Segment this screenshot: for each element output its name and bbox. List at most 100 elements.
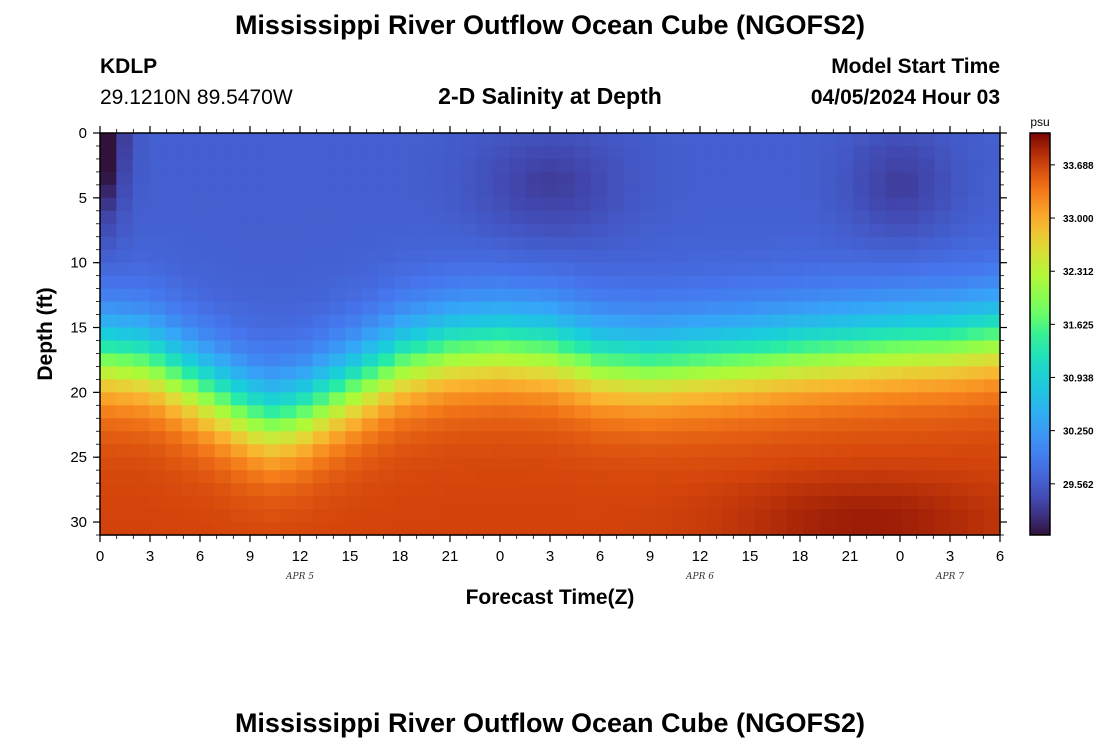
heatmap-cell xyxy=(443,509,461,523)
heatmap-cell xyxy=(443,288,461,303)
heatmap-cell xyxy=(754,197,772,212)
heatmap-cell xyxy=(901,392,919,406)
heatmap-cell xyxy=(394,223,412,238)
heatmap-cell xyxy=(312,327,330,342)
heatmap-cell xyxy=(100,444,117,458)
heatmap-cell xyxy=(541,288,559,303)
heatmap-cell xyxy=(934,145,952,160)
heatmap-cell xyxy=(918,327,936,342)
heatmap-cell xyxy=(525,210,543,225)
heatmap-cell xyxy=(574,353,592,368)
heatmap-cell xyxy=(509,509,527,523)
heatmap-cell xyxy=(181,262,199,277)
heatmap-cell xyxy=(230,288,248,303)
heatmap-cell xyxy=(901,197,919,212)
heatmap-cell xyxy=(901,379,919,393)
heatmap-cell xyxy=(967,444,985,458)
heatmap-cell xyxy=(460,483,477,497)
heatmap-cell xyxy=(492,340,510,355)
heatmap-cell xyxy=(705,483,723,497)
heatmap-cell xyxy=(378,210,396,225)
heatmap-cell xyxy=(967,392,985,406)
heatmap-cell xyxy=(361,457,379,471)
heatmap-cell xyxy=(198,223,216,238)
heatmap-cell xyxy=(165,483,183,497)
heatmap-cell xyxy=(476,223,494,238)
heatmap-cell xyxy=(607,249,625,264)
heatmap-cell xyxy=(689,262,707,277)
heatmap-cell xyxy=(345,444,363,458)
heatmap-cell xyxy=(280,522,297,536)
heatmap-cell xyxy=(247,236,265,251)
heatmap-cell xyxy=(820,145,837,160)
heatmap-cell xyxy=(100,483,117,497)
heatmap-cell xyxy=(378,496,396,510)
heatmap-cell xyxy=(574,184,592,199)
heatmap-cell xyxy=(901,353,919,368)
heatmap-cell xyxy=(623,366,641,380)
heatmap-cell xyxy=(230,366,248,380)
heatmap-cell xyxy=(705,405,723,419)
heatmap-cell xyxy=(934,405,952,419)
heatmap-cell xyxy=(263,301,281,316)
heatmap-cell xyxy=(198,133,216,147)
heatmap-cell xyxy=(149,236,167,251)
heatmap-cell xyxy=(345,145,363,160)
heatmap-cell xyxy=(656,431,674,445)
heatmap-cell xyxy=(427,340,445,355)
heatmap-cell xyxy=(116,262,134,277)
x-axis-title: Forecast Time(Z) xyxy=(466,586,635,609)
heatmap-cell xyxy=(705,288,723,303)
heatmap-cell xyxy=(607,184,625,199)
heatmap-cell xyxy=(934,340,952,355)
heatmap-cell xyxy=(280,418,297,432)
heatmap-cell xyxy=(181,249,199,264)
heatmap-cell xyxy=(410,158,428,173)
heatmap-cell xyxy=(656,457,674,471)
heatmap-cell xyxy=(574,405,592,419)
heatmap-cell xyxy=(721,392,739,406)
heatmap-cells xyxy=(100,133,1001,536)
heatmap-cell xyxy=(296,379,314,393)
heatmap-cell xyxy=(574,249,592,264)
heatmap-cell xyxy=(852,262,870,277)
heatmap-cell xyxy=(721,405,739,419)
heatmap-cell xyxy=(460,210,477,225)
heatmap-cell xyxy=(558,366,576,380)
heatmap-cell xyxy=(738,275,756,290)
heatmap-cell xyxy=(885,288,903,303)
heatmap-cell xyxy=(689,184,707,199)
heatmap-cell xyxy=(590,431,608,445)
heatmap-cell xyxy=(836,314,854,329)
heatmap-cell xyxy=(132,509,150,523)
heatmap-cell xyxy=(721,133,739,147)
heatmap-cell xyxy=(901,262,919,277)
heatmap-cell xyxy=(100,197,117,212)
heatmap-cell xyxy=(312,197,330,212)
heatmap-cell xyxy=(198,353,216,368)
heatmap-cell xyxy=(623,418,641,432)
heatmap-cell xyxy=(689,236,707,251)
heatmap-cell xyxy=(623,223,641,238)
heatmap-cell xyxy=(754,210,772,225)
heatmap-cell xyxy=(345,483,363,497)
heatmap-cell xyxy=(181,184,199,199)
heatmap-cell xyxy=(705,133,723,147)
heatmap-cell xyxy=(672,262,690,277)
heatmap-cell xyxy=(280,133,297,147)
heatmap-cell xyxy=(721,509,739,523)
x-date-label: APR 7 xyxy=(935,572,964,582)
heatmap-cell xyxy=(181,210,199,225)
heatmap-cell xyxy=(934,275,952,290)
heatmap-cell xyxy=(116,133,134,147)
heatmap-cell xyxy=(738,171,756,186)
heatmap-cell xyxy=(476,431,494,445)
x-tick-label: 6 xyxy=(596,548,604,565)
heatmap-cell xyxy=(100,249,117,264)
heatmap-cell xyxy=(460,301,477,316)
heatmap-cell xyxy=(820,366,837,380)
heatmap-cell xyxy=(754,431,772,445)
heatmap-cell xyxy=(214,314,232,329)
heatmap-cell xyxy=(836,288,854,303)
heatmap-cell xyxy=(836,197,854,212)
